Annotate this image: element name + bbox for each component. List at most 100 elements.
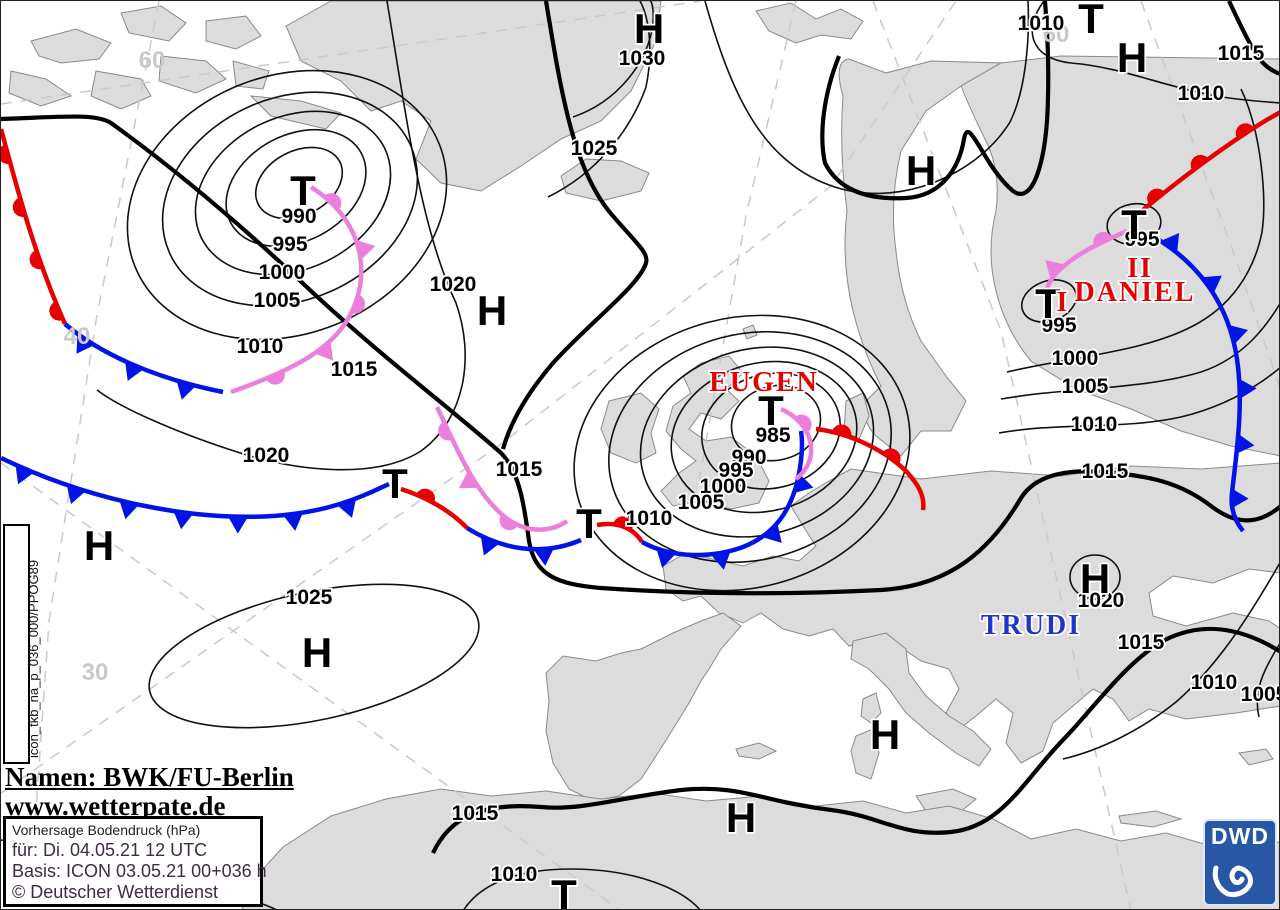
isobar-value-label: 1010 [491, 863, 538, 886]
product-code-box: icon_tkb_na_p_036_000/PPOG89 [3, 524, 41, 764]
credits-block: Namen: BWK/FU-Berlin www.wetterpate.de [5, 763, 294, 821]
isobar-loop [254, 146, 344, 220]
info-model-basis: Basis: ICON 03.05.21 00+036 h [12, 861, 267, 881]
system-name-i: I [1057, 287, 1070, 318]
front-symbol-cold [228, 516, 249, 534]
landmass [120, 5, 187, 42]
front-symbol-warm [29, 250, 43, 270]
front-symbol-warm [351, 294, 366, 314]
isobar-loop [148, 583, 480, 729]
isobar-value-label: 1000 [700, 475, 747, 498]
isobar-value-label: 1010 [1018, 12, 1065, 35]
isobar-value-label: 1005 [1241, 683, 1280, 706]
low-center-letter: T [551, 871, 577, 910]
isobar-line-bold [431, 626, 1279, 854]
isobar-value-label: 985 [755, 424, 790, 447]
front-symbol-cold [66, 484, 86, 505]
landmass [600, 392, 660, 464]
front-symbol-warm [1190, 154, 1209, 171]
isobar-value-label: 1005 [678, 491, 725, 514]
isobar-line [572, 1, 655, 118]
isobar-line [1000, 303, 1279, 400]
front-symbol-warm [438, 421, 453, 441]
high-center-letter: H [870, 711, 900, 758]
isobar-line-bold [1, 114, 1279, 596]
high-center-letter: H [1080, 555, 1110, 602]
isobar-loop [1106, 202, 1162, 246]
isobar-line [96, 1, 466, 471]
graticule-label: 40 [64, 323, 91, 350]
occluded-front [1043, 228, 1128, 305]
info-title: Vorhersage Bodendruck (hPa) [12, 822, 201, 838]
landmass [838, 58, 1003, 457]
high-center-letter: H [726, 794, 756, 841]
front-symbol-cold [710, 551, 731, 570]
landmass [915, 788, 977, 814]
cold-front [640, 430, 805, 558]
front-symbol-warm [1093, 231, 1113, 246]
landmass [960, 55, 1279, 457]
graticule-line [1140, 1, 1279, 388]
landmass [850, 728, 880, 780]
system-name-ii: II [1127, 253, 1153, 284]
front-symbol-warm [49, 301, 64, 321]
cold-front [63, 322, 224, 395]
front-symbol-cold [15, 464, 34, 485]
warm-front [400, 486, 469, 530]
isobar-line-bold [1227, 1, 1279, 76]
front-symbol-warm [324, 193, 342, 211]
isobar-value-label: 995 [718, 459, 753, 482]
front-symbol-warm [416, 488, 436, 503]
product-code-text: icon_tkb_na_p_036_000/PPOG89 [26, 559, 41, 758]
label-layer: 6060403099099510001005101010151020102010… [64, 1, 1280, 910]
front-symbol-warm [613, 516, 633, 530]
graticule-line [28, 1, 160, 909]
low-center-letter: T [758, 387, 784, 434]
isobar-line [547, 1, 651, 198]
front-symbol-cold [656, 549, 676, 568]
landmass [545, 612, 742, 802]
front-symbol-warm [831, 424, 852, 438]
isobar-loop [1069, 554, 1121, 600]
landmass [1118, 810, 1183, 828]
front-symbol-cold [283, 512, 303, 531]
isobar-line [1062, 562, 1279, 760]
graticule-line [1, 462, 620, 909]
front-symbol-cold [173, 511, 194, 530]
graticule-label: 30 [82, 659, 109, 686]
isobar-value-label: 1000 [259, 261, 306, 284]
info-valid-time: für: Di. 04.05.21 12 UTC [12, 840, 208, 860]
low-center-letter: T [382, 460, 408, 507]
landmass [850, 632, 992, 767]
graticule-label: 60 [1043, 21, 1070, 48]
low-center-letter: T [1078, 1, 1104, 42]
isobar-loop [126, 69, 448, 341]
high-center-letter: H [84, 522, 114, 569]
front-symbol-cold [1236, 433, 1255, 454]
isobar-value-label: 1000 [1052, 347, 1099, 370]
isobar-line [463, 868, 701, 909]
graticule-line [1, 1, 957, 794]
graticule-line [872, 1, 1132, 909]
isobar-value-label: 1010 [1178, 82, 1225, 105]
graticule-line [1, 1, 702, 105]
isobar-line-bold [820, 1, 1051, 201]
isobar-value-label: 1010 [237, 335, 284, 358]
front-symbol-cold [762, 523, 782, 543]
front-symbol-cold [356, 240, 376, 260]
isobar-loop [639, 346, 875, 538]
isobar-value-label: 1005 [254, 289, 301, 312]
isobar-line [704, 1, 1030, 195]
front-layer [1, 110, 1279, 570]
front-symbol-cold [1045, 260, 1065, 280]
front-symbol-warm [795, 414, 812, 433]
isobar-value-label: 1030 [619, 47, 666, 70]
low-center-letter: T [290, 167, 316, 214]
isobar-line [1006, 88, 1265, 373]
isobar-line [1031, 1, 1279, 104]
isobar-value-label: 1015 [1218, 42, 1265, 65]
info-copyright: © Deutscher Wetterdienst [12, 882, 219, 902]
